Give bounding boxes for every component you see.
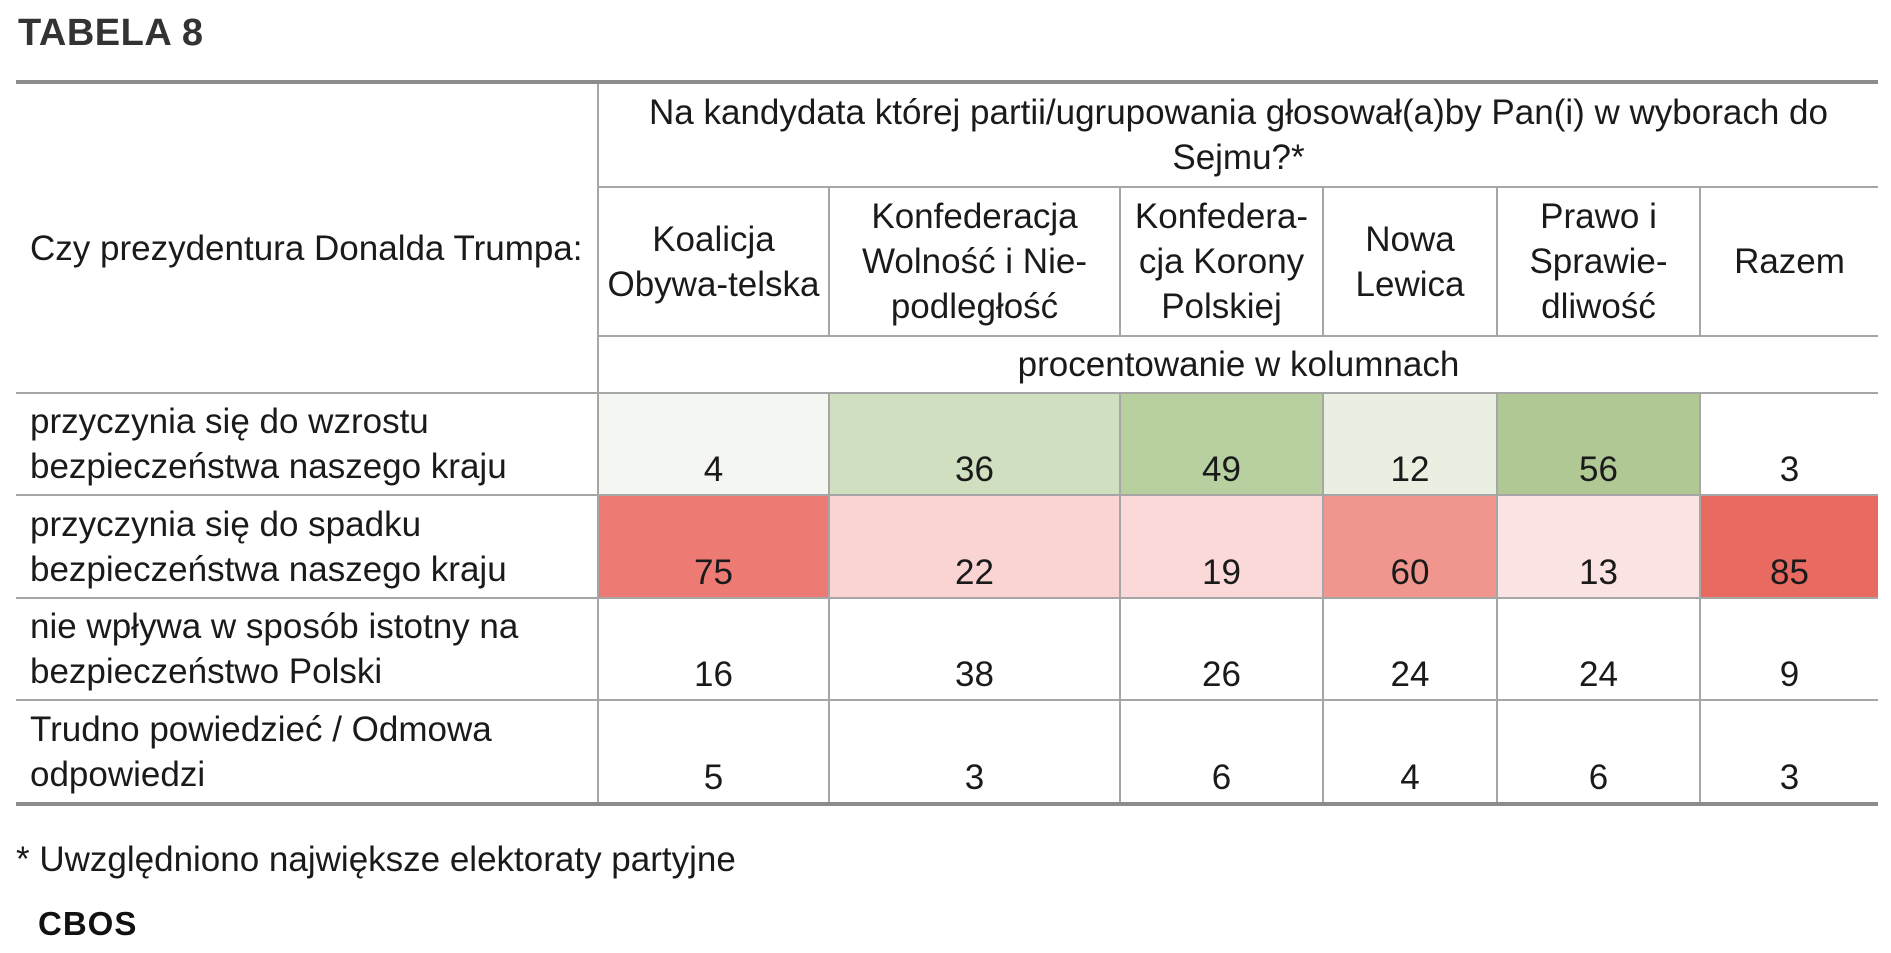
value-cell: 3 xyxy=(1699,699,1878,806)
table-row: Trudno powiedzieć / Odmowa odpowiedzi 5 … xyxy=(16,699,1878,806)
value-cell: 6 xyxy=(1119,699,1324,806)
row-label: nie wpływa w sposób istotny na bezpiecze… xyxy=(16,597,599,701)
table-row: przyczynia się do spadku bezpieczeństwa … xyxy=(16,494,1878,599)
value-cell: 85 xyxy=(1699,494,1878,599)
column-header: Razem xyxy=(1699,186,1878,337)
value-cell: 12 xyxy=(1322,392,1498,496)
value-cell: 24 xyxy=(1322,597,1498,701)
table-row: przyczynia się do wzrostu bezpieczeństwa… xyxy=(16,392,1878,496)
value-cell: 75 xyxy=(597,494,830,599)
unit-note: procentowanie w kolumnach xyxy=(598,335,1878,394)
value-cell: 49 xyxy=(1119,392,1324,496)
value-cell: 13 xyxy=(1496,494,1701,599)
value-cell: 38 xyxy=(828,597,1121,701)
value-cell: 56 xyxy=(1496,392,1701,496)
data-table: Czy prezydentura Donalda Trumpa: Na kand… xyxy=(16,80,1878,806)
value-cell: 19 xyxy=(1119,494,1324,599)
row-label: przyczynia się do wzrostu bezpieczeństwa… xyxy=(16,392,599,496)
value-cell: 16 xyxy=(597,597,830,701)
table-row: nie wpływa w sposób istotny na bezpiecze… xyxy=(16,597,1878,701)
column-header: Konfederacja Wolność i Nie-podległość xyxy=(828,186,1121,337)
value-cell: 3 xyxy=(1699,392,1878,496)
table-title: TABELA 8 xyxy=(18,12,204,54)
question-header: Na kandydata której partii/ugrupowania g… xyxy=(597,80,1878,188)
value-cell: 3 xyxy=(828,699,1121,806)
value-cell: 4 xyxy=(1322,699,1498,806)
value-cell: 6 xyxy=(1496,699,1701,806)
value-cell: 36 xyxy=(828,392,1121,496)
value-cell: 9 xyxy=(1699,597,1878,701)
column-header: Nowa Lewica xyxy=(1322,186,1498,337)
source-logo: CBOS xyxy=(38,905,138,942)
column-header: Prawo i Sprawie-dliwość xyxy=(1496,186,1701,337)
value-cell: 26 xyxy=(1119,597,1324,701)
value-cell: 60 xyxy=(1322,494,1498,599)
footnote: * Uwzględniono największe elektoraty par… xyxy=(16,840,736,879)
column-header: Koalicja Obywa-telska xyxy=(598,186,830,337)
column-header: Konfedera-cja Korony Polskiej xyxy=(1119,186,1324,337)
value-cell: 24 xyxy=(1496,597,1701,701)
value-cell: 22 xyxy=(828,494,1121,599)
row-label: przyczynia się do spadku bezpieczeństwa … xyxy=(16,494,599,599)
value-cell: 5 xyxy=(597,699,830,806)
value-cell: 4 xyxy=(597,392,830,496)
corner-label: Czy prezydentura Donalda Trumpa: xyxy=(16,80,599,394)
row-label: Trudno powiedzieć / Odmowa odpowiedzi xyxy=(16,699,599,806)
